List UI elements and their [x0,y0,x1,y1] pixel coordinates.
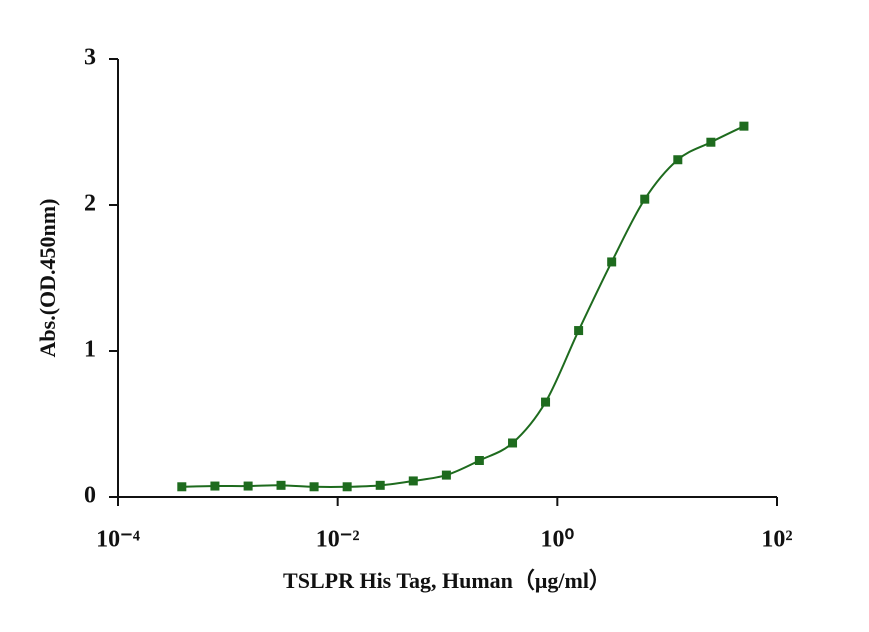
data-point [474,456,484,465]
data-point [574,326,584,336]
x-tick-label: 10² [761,527,792,553]
data-point [375,480,385,490]
data-point [706,137,716,147]
data-point [441,470,451,480]
data-point [640,194,650,204]
y-tick-label: 0 [84,483,96,509]
x-tick-label: 10⁰ [541,527,575,553]
data-point [673,155,683,165]
data-point [243,481,253,491]
x-axis-label: TSLPR His Tag, Human（μg/ml） [283,568,611,593]
y-tick-label: 1 [84,337,96,363]
data-point [541,397,551,407]
y-axis-label: Abs.(OD.450nm) [35,199,60,358]
data-point [177,482,187,492]
y-tick-label: 3 [84,45,96,71]
y-tick-label: 2 [84,191,96,217]
data-point [408,476,418,486]
data-point [309,482,319,492]
data-point [276,480,286,490]
data-point [607,257,617,267]
data-point [342,482,352,492]
data-point [508,438,518,448]
x-tick-label: 10⁻⁴ [96,527,140,553]
data-point [739,121,749,131]
fit-line [181,125,745,488]
x-tick-label: 10⁻² [316,527,360,553]
data-point [210,481,220,491]
